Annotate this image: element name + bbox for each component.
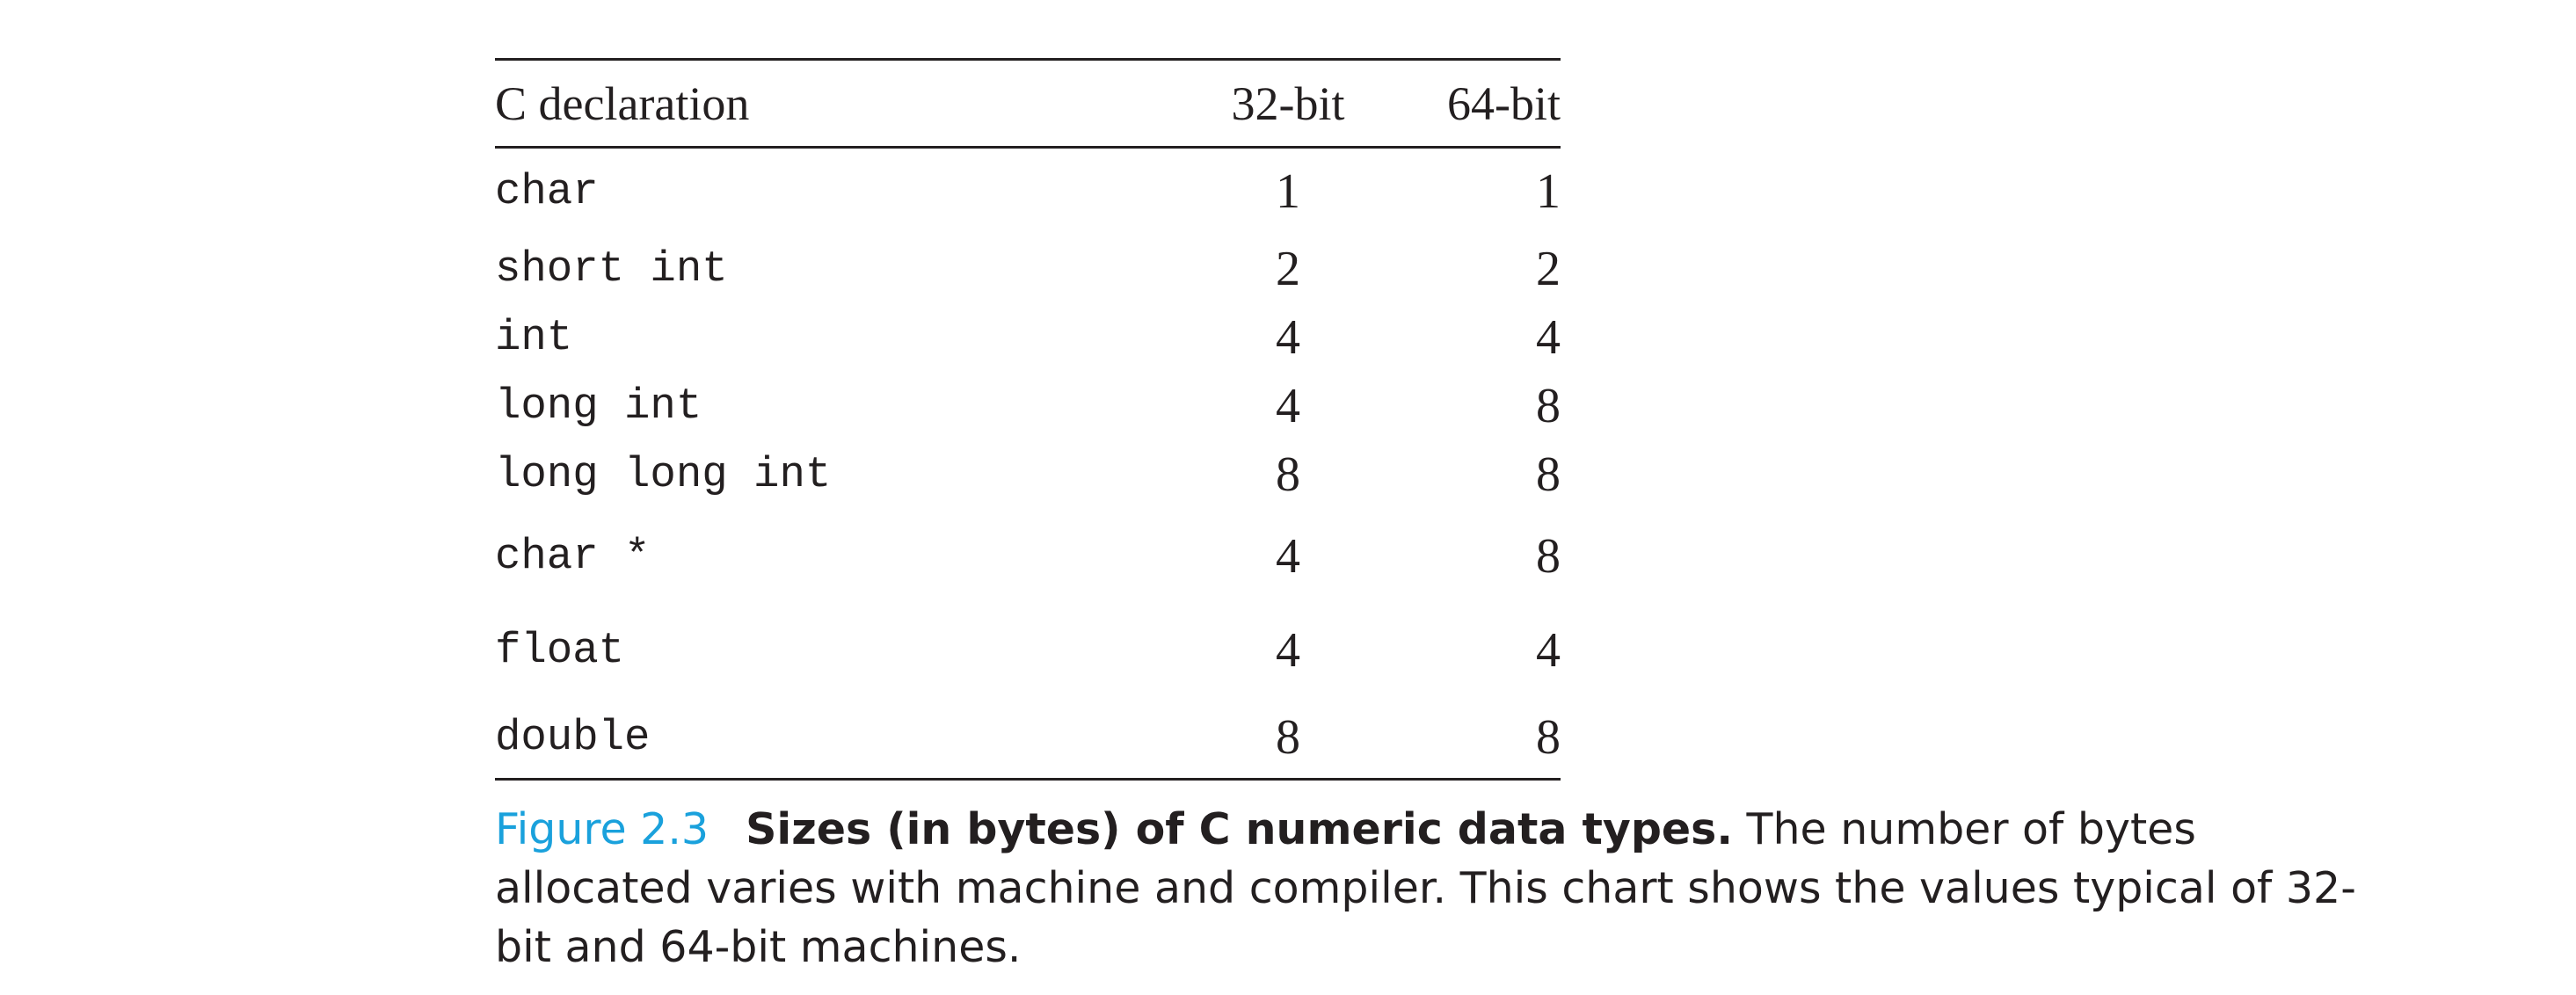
size-32-bit-cell: 2: [1276, 242, 1300, 296]
size-64-bit-cell: 1: [1536, 164, 1561, 219]
c-declaration-cell: char *: [495, 531, 651, 581]
size-64-bit-cell: 8: [1536, 447, 1561, 502]
size-64-bit-cell: 2: [1536, 242, 1561, 296]
table-row: long long int 8 8: [495, 440, 1561, 509]
table-row: int 4 4: [495, 303, 1561, 372]
figure-label: Figure 2.3: [495, 804, 709, 854]
table-row: char * 4 8: [495, 509, 1561, 603]
c-declaration-cell: long int: [495, 381, 702, 431]
figure-caption: Figure 2.3 Sizes (in bytes) of C numeric …: [495, 800, 2368, 977]
figure-title: Sizes (in bytes) of C numeric data types…: [746, 804, 1733, 854]
size-32-bit-cell: 8: [1276, 710, 1300, 765]
c-declaration-cell: short int: [495, 244, 728, 294]
data-type-sizes-table-container: C declaration 32-bit 64-bit char 1 1 sho…: [495, 58, 1561, 781]
size-64-bit-cell: 8: [1536, 379, 1561, 433]
table-row: long int 4 8: [495, 372, 1561, 440]
figure-caption-text: The number of bytes allocated varies wit…: [495, 804, 2356, 972]
table-header: C declaration 32-bit 64-bit: [495, 60, 1561, 148]
c-declaration-cell: int: [495, 313, 573, 362]
c-declaration-cell: char: [495, 167, 599, 216]
table-row: float 4 4: [495, 603, 1561, 697]
c-declaration-cell: long long int: [495, 450, 832, 499]
table-row: double 8 8: [495, 697, 1561, 780]
size-32-bit-cell: 4: [1276, 310, 1300, 365]
data-type-sizes-table: C declaration 32-bit 64-bit char 1 1 sho…: [495, 58, 1561, 781]
c-declaration-cell: double: [495, 713, 651, 762]
header-c-declaration: C declaration: [495, 76, 750, 130]
size-32-bit-cell: 4: [1276, 528, 1300, 584]
size-32-bit-cell: 8: [1276, 447, 1300, 502]
size-64-bit-cell: 8: [1536, 710, 1561, 765]
table-row: short int 2 2: [495, 235, 1561, 303]
size-32-bit-cell: 4: [1276, 622, 1300, 678]
table-body: char 1 1 short int 2 2 int 4 4 long int …: [495, 148, 1561, 780]
size-32-bit-cell: 4: [1276, 379, 1300, 433]
header-64-bit: 64-bit: [1447, 76, 1561, 130]
size-64-bit-cell: 4: [1536, 310, 1561, 365]
c-declaration-cell: float: [495, 625, 625, 675]
size-64-bit-cell: 4: [1536, 622, 1561, 678]
table-row: char 1 1: [495, 148, 1561, 236]
header-32-bit: 32-bit: [1231, 76, 1345, 130]
size-64-bit-cell: 8: [1536, 528, 1561, 584]
size-32-bit-cell: 1: [1276, 164, 1300, 219]
header-row: C declaration 32-bit 64-bit: [495, 60, 1561, 148]
